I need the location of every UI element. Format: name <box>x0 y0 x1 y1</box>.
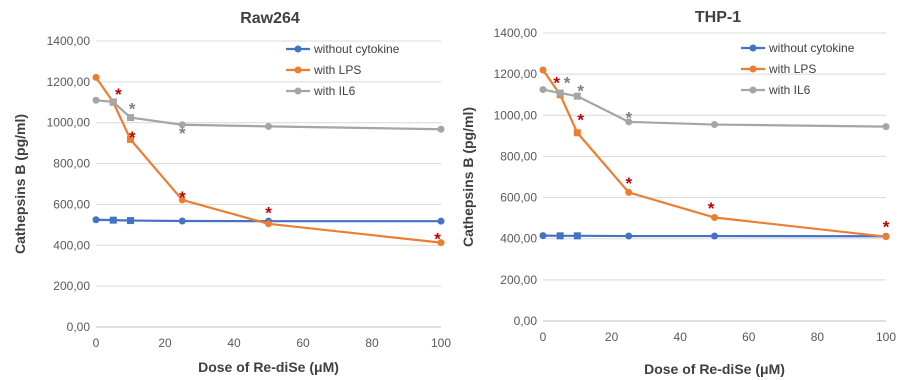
significance-asterisk: * <box>708 199 715 218</box>
chart-title: THP-1 <box>695 9 741 26</box>
x-tick-label: 100 <box>876 330 896 344</box>
significance-asterisk: * <box>115 85 122 104</box>
x-axis-label: Dose of Re-diSe (μM) <box>644 361 785 377</box>
significance-asterisk: * <box>883 217 890 236</box>
data-point <box>92 216 100 224</box>
data-point <box>178 121 186 129</box>
data-point <box>437 239 445 247</box>
y-tick-label: 1000,00 <box>494 108 538 122</box>
data-point <box>711 232 718 240</box>
data-point <box>882 123 890 131</box>
data-point <box>625 118 633 126</box>
data-point <box>109 98 117 106</box>
significance-asterisk: * <box>265 204 272 223</box>
x-tick-label: 0 <box>93 336 100 350</box>
series-line <box>542 69 887 238</box>
y-tick-label: 400,00 <box>500 232 537 246</box>
significance-asterisk: * <box>564 73 571 92</box>
data-point <box>573 232 581 240</box>
data-point <box>556 232 564 240</box>
x-tick-label: 20 <box>605 330 619 344</box>
data-point <box>711 214 718 222</box>
chart-raw264: 0,00 200,00 400,00 600,00 800,00 1000,00 1200,… <box>12 10 451 375</box>
y-tick-label: 0,00 <box>514 314 538 328</box>
y-axis-label: Cathepsins B (pg/ml) <box>460 107 476 247</box>
significance-asterisk: * <box>179 124 186 143</box>
y-tick-label: 1200,00 <box>47 75 91 89</box>
legend-label: without cytokine <box>768 41 855 55</box>
y-tick-label: 1400,00 <box>494 26 538 40</box>
data-point <box>711 121 718 129</box>
legend-label: with IL6 <box>313 84 356 98</box>
significance-asterisk: * <box>625 174 632 193</box>
y-tick-label: 1000,00 <box>47 116 91 130</box>
x-axis-label: Dose of Re-diSe (μM) <box>198 359 339 375</box>
x-tick-label: 60 <box>742 330 756 344</box>
significance-asterisk: * <box>577 82 584 101</box>
data-point <box>625 188 633 196</box>
y-tick-label: 800,00 <box>53 157 90 171</box>
x-tick-label: 40 <box>227 336 241 350</box>
series-line <box>95 76 442 244</box>
x-tick-label: 80 <box>365 336 379 350</box>
x-tick-label: 100 <box>431 336 451 350</box>
significance-asterisk: * <box>129 99 136 118</box>
x-tick-label: 60 <box>296 336 310 350</box>
data-point <box>127 217 134 225</box>
legend-label: with LPS <box>313 63 361 77</box>
y-tick-label: 200,00 <box>53 279 90 293</box>
significance-asterisk: * <box>434 229 441 248</box>
data-point <box>92 73 100 81</box>
data-point <box>178 217 186 225</box>
y-tick-label: 0,00 <box>67 320 91 334</box>
data-point <box>127 114 134 122</box>
data-point <box>539 232 547 240</box>
data-point <box>265 220 272 228</box>
legend-label: with IL6 <box>768 83 811 97</box>
data-point <box>437 125 445 133</box>
chart-title: Raw264 <box>240 10 300 27</box>
data-point <box>92 96 100 104</box>
y-tick-label: 200,00 <box>500 273 537 287</box>
x-tick-label: 0 <box>540 330 547 344</box>
data-point <box>573 92 581 100</box>
significance-asterisk: * <box>625 108 632 127</box>
legend-label: without cytokine <box>313 42 400 56</box>
data-point <box>573 129 581 137</box>
data-point <box>109 216 117 224</box>
data-point <box>556 89 564 97</box>
significance-asterisk: * <box>553 73 560 92</box>
significance-asterisk: * <box>129 128 136 147</box>
legend-marker <box>749 86 757 94</box>
x-tick-label: 20 <box>158 336 172 350</box>
data-point <box>882 233 890 241</box>
y-tick-label: 800,00 <box>500 149 537 163</box>
data-point <box>539 66 547 74</box>
legend-marker <box>749 65 757 73</box>
legend-marker <box>294 87 302 95</box>
data-point <box>437 217 445 225</box>
y-tick-label: 400,00 <box>53 238 90 252</box>
y-tick-label: 600,00 <box>500 191 537 205</box>
data-point <box>178 196 186 204</box>
y-axis-label: Cathepsins B (pg/ml) <box>12 114 28 254</box>
y-tick-label: 1200,00 <box>494 67 538 81</box>
x-tick-label: 80 <box>811 330 825 344</box>
x-tick-label: 40 <box>674 330 688 344</box>
legend-marker <box>749 44 757 52</box>
legend-marker <box>294 66 302 74</box>
data-point <box>265 122 272 130</box>
data-point <box>539 86 547 94</box>
data-point <box>127 135 134 143</box>
legend-label: with LPS <box>768 62 816 76</box>
y-tick-label: 600,00 <box>53 197 90 211</box>
significance-asterisk: * <box>577 110 584 129</box>
y-tick-label: 1400,00 <box>47 34 91 48</box>
legend-marker <box>294 45 302 53</box>
significance-asterisk: * <box>179 188 186 207</box>
data-point <box>625 232 633 240</box>
chart-thp1: 0,00 200,00 400,00 600,00 800,00 1000,00 1200,… <box>460 9 896 377</box>
